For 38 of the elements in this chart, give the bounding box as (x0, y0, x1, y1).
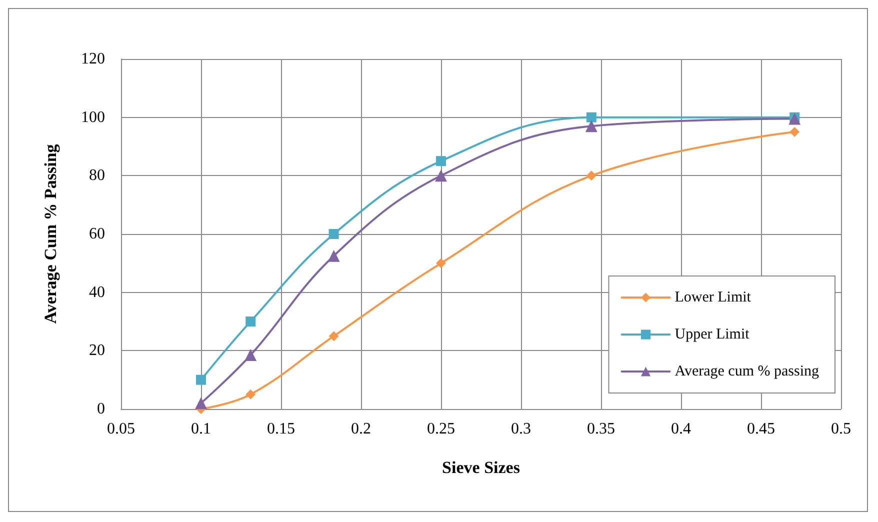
x-tick-label: 0.35 (587, 420, 615, 438)
point (436, 156, 446, 166)
point (436, 258, 446, 268)
x-tick-label: 0.5 (831, 420, 851, 438)
x-tick-label: 0.1 (191, 420, 211, 438)
y-tick-label: 0 (97, 400, 105, 418)
y-tick-label: 120 (81, 50, 105, 68)
y-tick-label: 20 (89, 342, 105, 360)
point (788, 112, 801, 125)
point (586, 170, 596, 181)
x-tick-label: 0.15 (267, 420, 295, 438)
x-tick-label: 0.45 (747, 420, 775, 438)
point (328, 229, 339, 239)
legend-label: Average cum % passing (674, 364, 820, 380)
point (585, 120, 598, 132)
point (435, 170, 447, 182)
point (586, 112, 596, 122)
x-tick-label: 0.25 (427, 420, 455, 438)
point (328, 331, 339, 342)
point (195, 397, 207, 410)
x-tick-label: 0.4 (671, 420, 691, 438)
x-axis-title: Sieve Sizes (442, 458, 520, 477)
y-tick-label: 80 (89, 167, 105, 184)
y-tick-label: 60 (89, 226, 105, 242)
x-tick-label: 0.2 (351, 420, 371, 438)
point (790, 126, 800, 137)
x-tick-label: 0.05 (107, 420, 135, 438)
point (196, 374, 206, 385)
legend-label: Upper Limit (674, 326, 750, 342)
point (246, 389, 256, 400)
point (328, 250, 340, 262)
point (244, 349, 257, 362)
y-tick-label: 100 (81, 108, 105, 126)
x-tick-label: 0.3 (511, 420, 531, 438)
y-axis-title: Average Cum % Passing (41, 144, 60, 324)
legend-label: Lower Limit (674, 290, 752, 306)
point (246, 316, 256, 326)
y-tick-label: 40 (89, 284, 105, 301)
